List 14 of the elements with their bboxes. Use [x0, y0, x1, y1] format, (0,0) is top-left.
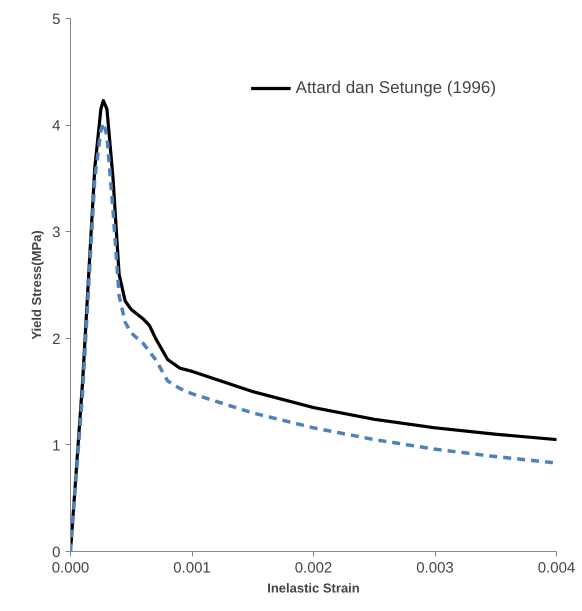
x-axis-title: Inelastic Strain: [267, 580, 360, 596]
x-tick-label: 0.002: [294, 560, 332, 576]
y-tick-label: 5: [52, 11, 60, 28]
y-tick-label: 2: [52, 330, 60, 348]
y-axis-title: Yield Stress(MPa): [29, 230, 44, 340]
y-tick-label: 4: [52, 118, 60, 135]
x-tick-label: 0.003: [416, 560, 454, 576]
x-tick-label: 0.001: [173, 560, 211, 576]
legend-label: Attard dan Setunge (1996): [296, 78, 496, 98]
y-tick-label: 3: [52, 224, 60, 242]
y-tick-label: 0: [52, 544, 60, 561]
x-tick-label: 0.000: [52, 560, 90, 576]
y-tick-label: 1: [52, 437, 60, 454]
x-tick-label: 0.004: [538, 560, 576, 576]
